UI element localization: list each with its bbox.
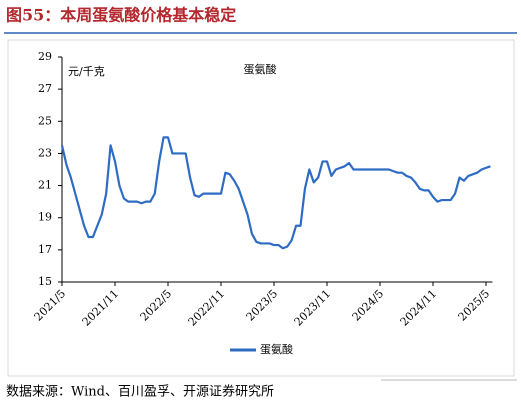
y-tick-label: 15 <box>38 275 52 288</box>
x-tick-label: 2024/11 <box>398 287 440 329</box>
x-tick-label: 2022/11 <box>186 287 228 329</box>
x-tick-label: 2024/5 <box>350 287 387 324</box>
x-tick-label: 2025/5 <box>456 287 493 324</box>
chart-frame <box>7 39 515 377</box>
legend-label: 蛋氨酸 <box>260 342 293 356</box>
y-tick-label: 17 <box>38 243 52 256</box>
x-tick-label: 2022/5 <box>138 287 175 324</box>
x-tick-label: 2023/5 <box>244 287 281 324</box>
x-tick-label: 2023/11 <box>292 287 334 329</box>
y-tick-label: 29 <box>38 50 52 63</box>
source-note: 数据来源：Wind、百川盈孚、开源证券研究所 <box>6 384 274 400</box>
y-tick-label: 27 <box>38 82 52 95</box>
x-tick-label: 2021/11 <box>80 287 122 329</box>
price-line <box>60 136 491 250</box>
y-tick-label: 23 <box>38 146 52 159</box>
figure-title: 图55：本周蛋氨酸价格基本稳定 <box>6 6 236 25</box>
x-tick-label: 2021/5 <box>32 287 69 324</box>
chart-title: 蛋氨酸 <box>244 62 277 76</box>
y-tick-label: 21 <box>38 179 52 192</box>
y-axis-label: 元/千克 <box>68 65 105 78</box>
y-tick-label: 25 <box>38 114 52 127</box>
y-tick-label: 19 <box>38 211 52 224</box>
